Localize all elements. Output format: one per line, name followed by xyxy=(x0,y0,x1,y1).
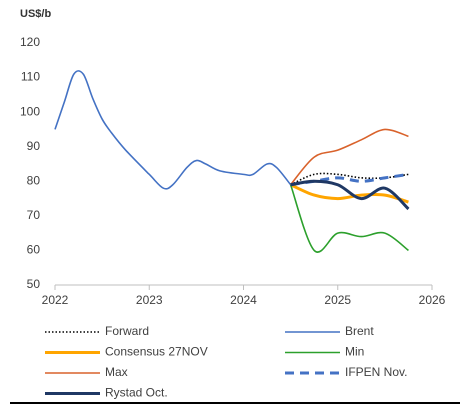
y-tick-label: 80 xyxy=(27,173,41,187)
legend-label: Forward xyxy=(105,324,149,338)
y-tick-label: 50 xyxy=(27,277,41,291)
y-tick-label: 90 xyxy=(27,139,41,153)
series-line xyxy=(290,179,410,211)
legend-label: Rystad Oct. xyxy=(105,386,168,400)
series-line xyxy=(289,184,409,253)
legend-label: IFPEN Nov. xyxy=(345,365,407,379)
y-axis-label: US$/b xyxy=(20,8,51,20)
series-line xyxy=(54,70,292,190)
x-tick-label: 2025 xyxy=(324,293,351,307)
y-tick-label: 100 xyxy=(20,104,40,118)
x-tick-label: 2026 xyxy=(419,293,446,307)
x-tick-label: 2022 xyxy=(42,293,69,307)
series-line xyxy=(290,183,409,204)
x-tick-label: 2024 xyxy=(230,293,257,307)
legend-label: Max xyxy=(105,365,128,379)
legend-label: Consensus 27NOV xyxy=(105,345,208,359)
legend-label: Brent xyxy=(345,324,374,338)
y-tick-label: 70 xyxy=(27,208,41,222)
y-tick-label: 120 xyxy=(20,35,40,49)
y-tick-label: 60 xyxy=(27,243,41,257)
x-tick-label: 2023 xyxy=(136,293,163,307)
legend-label: Min xyxy=(345,345,364,359)
series-line xyxy=(290,128,409,186)
y-tick-label: 110 xyxy=(21,70,40,84)
